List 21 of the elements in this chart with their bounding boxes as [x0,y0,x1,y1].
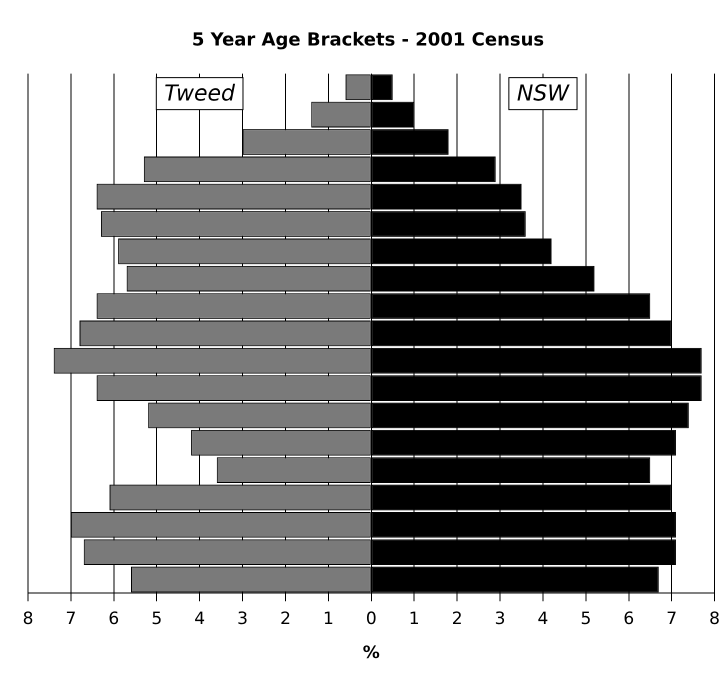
x-tick-label: 0 [366,608,377,629]
x-tick-label: 2 [280,608,291,629]
x-tick-label: 8 [709,608,720,629]
series-label: Tweed [164,81,236,106]
x-tick-label: 6 [623,608,634,629]
x-tick-label: 7 [666,608,678,629]
x-tick-label: 4 [194,608,206,629]
x-tick-label: 7 [66,608,76,629]
x-tick-label: 5 [151,608,162,629]
x-tick-label: 3 [494,608,506,629]
x-tick-label: 8 [22,608,34,629]
x-tick-label: 1 [322,608,334,629]
x-tick-label: 5 [580,608,592,629]
x-axis-title: % [362,643,380,664]
text: NSW [516,81,570,106]
x-tick-label: 6 [108,608,120,629]
x-tick-label: 1 [408,608,420,629]
x-tick-label: 4 [538,608,548,629]
x-tick-label: 2 [452,608,463,629]
x-tick-label: 3 [237,608,248,629]
chart-title: 5 Year Age Brackets - 2001 Census [192,29,544,50]
